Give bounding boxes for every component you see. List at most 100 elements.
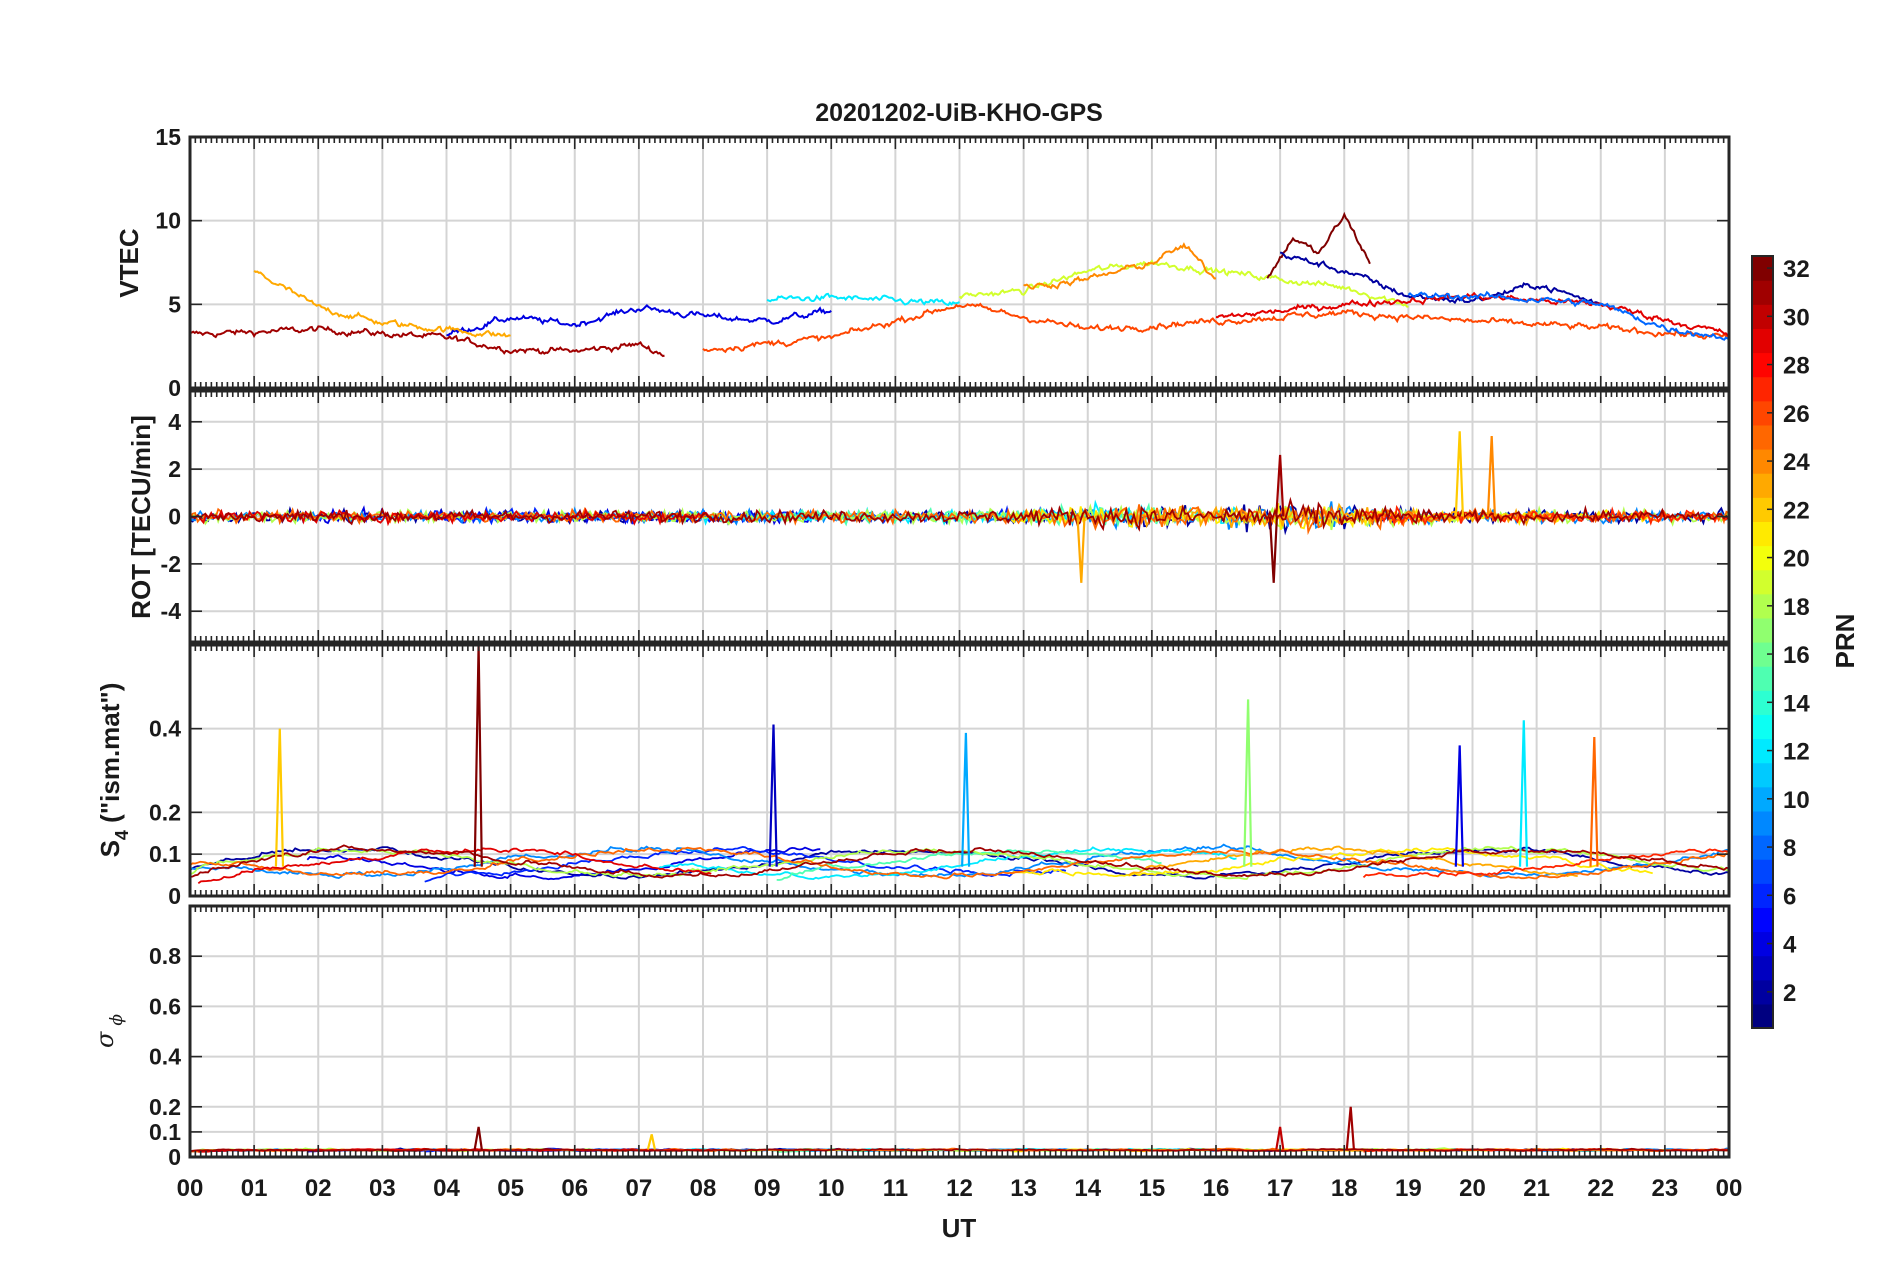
colorbar-segment xyxy=(1752,1003,1773,1029)
colorbar-tick-label: 16 xyxy=(1783,642,1810,669)
colorbar-frame xyxy=(1751,255,1774,1029)
x-tick-label: 20 xyxy=(1459,1175,1486,1202)
x-tick-label: 21 xyxy=(1523,1175,1550,1202)
y-tick-label: 0.6 xyxy=(149,993,181,1019)
vtec-series-prn-23 xyxy=(253,270,511,338)
colorbar-segment xyxy=(1752,883,1773,908)
peak-prn-31 xyxy=(1275,454,1285,517)
colorbar-tick-label: 14 xyxy=(1783,690,1810,717)
peak-prn-24 xyxy=(1486,435,1496,517)
peak-prn-22 xyxy=(274,728,285,867)
colorbar-segment xyxy=(1752,256,1773,281)
x-tick-label: 08 xyxy=(690,1175,717,1202)
y-tick-label: 0 xyxy=(168,1144,181,1170)
x-tick-label: 22 xyxy=(1587,1175,1614,1202)
colorbar-segment xyxy=(1752,907,1773,933)
panel-s4-series-prn-29 xyxy=(197,847,712,885)
colorbar-segment xyxy=(1752,304,1773,329)
colorbar-tick-label: 32 xyxy=(1783,256,1810,283)
colorbar-tick-label: 22 xyxy=(1783,497,1810,524)
colorbar-segment xyxy=(1752,690,1773,715)
data-series xyxy=(190,211,1729,1153)
colorbar-tick-label: 24 xyxy=(1783,449,1810,476)
y-tick-label: 2 xyxy=(168,456,181,482)
peak-prn-32 xyxy=(1268,516,1278,583)
peak-prn-3 xyxy=(768,724,778,867)
colorbar-segment xyxy=(1752,569,1773,595)
x-tick-label: 13 xyxy=(1010,1175,1037,1202)
x-tick-label: 23 xyxy=(1652,1175,1679,1202)
y-tick-label: 0.1 xyxy=(149,1119,181,1145)
colorbar-segment xyxy=(1752,955,1773,981)
colorbar-tick-label: 30 xyxy=(1783,304,1810,331)
colorbar-segment xyxy=(1752,593,1773,619)
colorbar-segment xyxy=(1752,328,1773,354)
colorbar-segment xyxy=(1752,786,1773,812)
y-tick-label: 0.2 xyxy=(149,799,181,825)
colorbar-tick-label: 6 xyxy=(1783,883,1796,910)
rot-axis-label: ROT [TECU/min] xyxy=(126,415,156,619)
y-tick-label: 5 xyxy=(168,291,181,317)
x-tick-label: 02 xyxy=(305,1175,332,1202)
colorbar-segment xyxy=(1752,424,1773,450)
peak-prn-22 xyxy=(1454,431,1464,517)
panel-s4-series-prn-31 xyxy=(190,844,1729,879)
x-tick-label: 10 xyxy=(818,1175,845,1202)
colorbar-segment xyxy=(1752,666,1773,691)
y-tick-label: 15 xyxy=(155,124,181,150)
peak-prn-32 xyxy=(473,1126,483,1150)
vtec-series-prn-8 xyxy=(1407,290,1729,341)
panel-s4-series-prn-27 xyxy=(1362,848,1729,879)
colorbar-segment xyxy=(1752,473,1773,498)
colorbar-segment xyxy=(1752,617,1773,643)
colorbar-tick-label: 20 xyxy=(1783,546,1810,573)
x-tick-label: 05 xyxy=(497,1175,524,1202)
peak-prn-32 xyxy=(473,645,483,867)
colorbar-segment xyxy=(1752,810,1773,836)
y-tick-label: 0 xyxy=(168,883,181,909)
x-tick-label: 12 xyxy=(946,1175,973,1202)
vtec-series-prn-24 xyxy=(1023,242,1217,290)
colorbar-segment xyxy=(1752,738,1773,764)
y-tick-label: 0 xyxy=(168,375,181,401)
y-tick-label: -4 xyxy=(161,598,182,624)
y-tick-label: 0.4 xyxy=(149,716,181,742)
colorbar-segment xyxy=(1752,931,1773,957)
colorbar-segment xyxy=(1752,642,1773,667)
x-tick-label: 14 xyxy=(1074,1175,1101,1202)
colorbar-tick-label: 2 xyxy=(1783,980,1796,1007)
peak-prn-4 xyxy=(1454,745,1464,867)
peak-prn-17 xyxy=(1243,699,1253,867)
y-tick-label: 4 xyxy=(168,409,181,435)
s4-axis-label: S4 ("ism.mat") xyxy=(95,683,132,858)
colorbar-segment xyxy=(1752,449,1773,474)
x-tick-label: 00 xyxy=(1716,1175,1743,1202)
vtec-axis-label: VTEC xyxy=(114,228,144,298)
vtec-series-prn-26 xyxy=(702,302,1729,354)
colorbar-segment xyxy=(1752,762,1773,788)
colorbar-segment xyxy=(1752,979,1773,1005)
panel-vtec-series xyxy=(190,211,1729,358)
x-tick-label: 16 xyxy=(1203,1175,1230,1202)
axes: 051015-4-202400.10.20.400.10.20.40.60.80… xyxy=(149,124,1742,1202)
vtec-series-prn-4 xyxy=(446,303,832,337)
colorbar-segment xyxy=(1752,497,1773,522)
colorbar-tick-label: 12 xyxy=(1783,739,1810,766)
y-tick-label: 0.1 xyxy=(149,841,181,867)
colorbar-tick-label: 4 xyxy=(1783,932,1797,959)
x-axis-label: UT xyxy=(942,1213,977,1243)
colorbar-tick-label: 26 xyxy=(1783,401,1810,428)
y-tick-label: 0.2 xyxy=(149,1094,181,1120)
x-tick-label: 03 xyxy=(369,1175,396,1202)
panel-s4-series-prn-23 xyxy=(1128,845,1578,877)
x-tick-label: 07 xyxy=(626,1175,653,1202)
x-tick-label: 01 xyxy=(241,1175,268,1202)
colorbar-tick-label: 10 xyxy=(1783,787,1810,814)
peak-prn-10 xyxy=(961,732,971,867)
colorbar-tick-label: 8 xyxy=(1783,835,1796,862)
colorbar-segment xyxy=(1752,859,1773,884)
x-tick-label: 15 xyxy=(1139,1175,1166,1202)
sigma-phi-axis-label: σϕ xyxy=(91,1014,127,1048)
peak-prn-30 xyxy=(1275,1126,1285,1150)
